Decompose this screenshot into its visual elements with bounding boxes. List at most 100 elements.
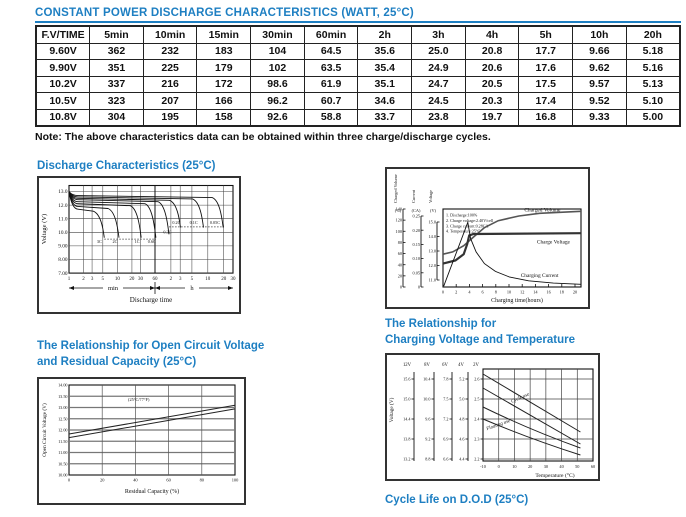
svg-text:Voltage (V): Voltage (V): [41, 214, 48, 244]
table-cell: 5.13: [625, 75, 681, 93]
svg-text:7.2: 7.2: [443, 417, 448, 422]
cvt-plot-svg: 12V 15.6 15.0 14.4 13.8 13.2 8V 10.4 10.0 9.6 9.2 8…: [388, 363, 595, 479]
svg-text:3C: 3C: [97, 239, 102, 244]
svg-text:Voltage (V): Voltage (V): [388, 397, 395, 422]
svg-text:8V: 8V: [424, 363, 430, 368]
table-cell: 10.2V: [35, 75, 91, 93]
title-line: The Relationship for: [385, 318, 497, 330]
table-cell: 179: [196, 59, 252, 77]
svg-text:0: 0: [400, 285, 402, 290]
column-header: 10h: [572, 25, 627, 44]
discharge-characteristics-chart: 13.0 12.0 11.0 10.0 9.00 8.00 7.00 1 2 3 5 10 20 30 60…: [37, 176, 241, 314]
table-cell: 20.5: [464, 75, 520, 93]
svg-text:10: 10: [205, 277, 211, 282]
table-cell: 9.57: [572, 75, 627, 93]
table-cell: 35.4: [357, 59, 413, 77]
svg-text:7.8: 7.8: [443, 377, 448, 382]
svg-text:4: 4: [468, 290, 471, 295]
svg-text:13.2: 13.2: [403, 457, 410, 462]
svg-text:4V: 4V: [458, 363, 464, 368]
svg-text:5.2: 5.2: [459, 377, 464, 382]
svg-text:2.4: 2.4: [474, 417, 480, 422]
svg-text:Cycle use: Cycle use: [511, 392, 531, 405]
svg-text:(%): (%): [395, 208, 402, 213]
table-cell: 104: [250, 42, 305, 60]
svg-text:100: 100: [232, 478, 239, 483]
svg-text:14: 14: [533, 290, 538, 295]
svg-text:3: 3: [179, 277, 182, 282]
svg-text:Charged Volume: Charged Volume: [393, 174, 398, 203]
table-cell: 10.8V: [35, 108, 91, 127]
svg-text:0: 0: [68, 478, 71, 483]
svg-text:min: min: [108, 285, 119, 292]
svg-text:10: 10: [507, 290, 511, 295]
table-cell: 323: [89, 92, 144, 110]
table-cell: 92.6: [250, 108, 305, 127]
svg-text:5: 5: [102, 277, 105, 282]
svg-text:2.6: 2.6: [474, 377, 479, 382]
svg-text:40: 40: [559, 464, 563, 469]
cvt-section-title: The Relationship for Charging Voltage an…: [385, 316, 625, 348]
svg-text:50: 50: [575, 464, 579, 469]
svg-text:4.6: 4.6: [459, 437, 464, 442]
table-cell: 25.0: [411, 42, 466, 60]
svg-text:2: 2: [455, 290, 457, 295]
title-line: and Residual Capacity (25°C): [37, 356, 197, 368]
svg-text:15.0: 15.0: [428, 220, 436, 225]
table-cell: 207: [142, 92, 198, 110]
svg-text:0.25: 0.25: [412, 214, 420, 219]
svg-text:60: 60: [591, 464, 595, 469]
table-cell: 24.9: [411, 59, 466, 77]
svg-text:0.3C: 0.3C: [163, 230, 171, 235]
table-cell: 61.9: [303, 75, 359, 93]
svg-text:9.6: 9.6: [425, 417, 430, 422]
svg-text:5: 5: [191, 277, 194, 282]
table-cell: 20.8: [464, 42, 520, 60]
ocv-section-title: The Relationship for Open Circuit Voltag…: [37, 338, 297, 370]
table-cell: 5.10: [625, 92, 681, 110]
svg-text:1: 1: [68, 277, 71, 282]
svg-text:0.15: 0.15: [412, 242, 420, 247]
svg-text:40: 40: [398, 262, 402, 267]
charge-characteristics-chart: Charged Volume (%) Current (CA) Voltage (V) 14…: [385, 167, 590, 309]
title-line: Charging Voltage and Temperature: [385, 334, 575, 346]
table-cell: 16.8: [518, 108, 574, 127]
svg-text:14.4: 14.4: [403, 417, 411, 422]
svg-text:8.00: 8.00: [58, 257, 68, 263]
table-cell: 98.6: [250, 75, 305, 93]
svg-text:h: h: [190, 285, 194, 292]
svg-text:2.2: 2.2: [474, 457, 479, 462]
svg-text:6: 6: [482, 290, 485, 295]
table-cell: 35.1: [357, 75, 413, 93]
svg-text:9.2: 9.2: [425, 437, 430, 442]
table-row: 10.2V 337 216 172 98.6 61.9 35.1 24.7 20.5 17.5 9.…: [35, 75, 681, 93]
table-cell: 9.62: [572, 59, 627, 77]
table-cell: 9.66: [572, 42, 627, 60]
column-header: 10min: [142, 25, 198, 44]
svg-text:120: 120: [396, 218, 402, 223]
table-cell: 19.7: [464, 108, 520, 127]
svg-text:60: 60: [153, 277, 159, 282]
svg-text:2.5: 2.5: [474, 397, 479, 402]
svg-text:11.00: 11.00: [58, 450, 67, 455]
table-body: 9.60V 362 232 183 104 64.5 35.6 25.0 20.8 17.7 9.6…: [35, 42, 681, 127]
table-cell: 10.5V: [35, 92, 91, 110]
svg-text:30: 30: [138, 277, 144, 282]
svg-text:12V: 12V: [403, 363, 412, 368]
svg-text:4. Temperature:25°C: 4. Temperature:25°C: [446, 229, 481, 234]
svg-text:20: 20: [221, 277, 227, 282]
svg-text:140: 140: [396, 207, 402, 212]
svg-text:20: 20: [398, 273, 402, 278]
table-row: 9.60V 362 232 183 104 64.5 35.6 25.0 20.8 17.7 9.6…: [35, 42, 681, 60]
table-cell: 9.90V: [35, 59, 91, 77]
page-title: CONSTANT POWER DISCHARGE CHARACTERISTICS…: [35, 7, 681, 23]
svg-text:12.0: 12.0: [428, 263, 436, 268]
table-cell: 337: [89, 75, 144, 93]
svg-text:Charge Voltage: Charge Voltage: [537, 239, 571, 245]
svg-text:9.00: 9.00: [58, 244, 68, 250]
table-cell: 17.7: [518, 42, 574, 60]
svg-text:2: 2: [170, 277, 173, 282]
svg-text:11.0: 11.0: [429, 278, 436, 283]
table-cell: 5.00: [625, 108, 681, 127]
svg-text:2: 2: [82, 277, 85, 282]
